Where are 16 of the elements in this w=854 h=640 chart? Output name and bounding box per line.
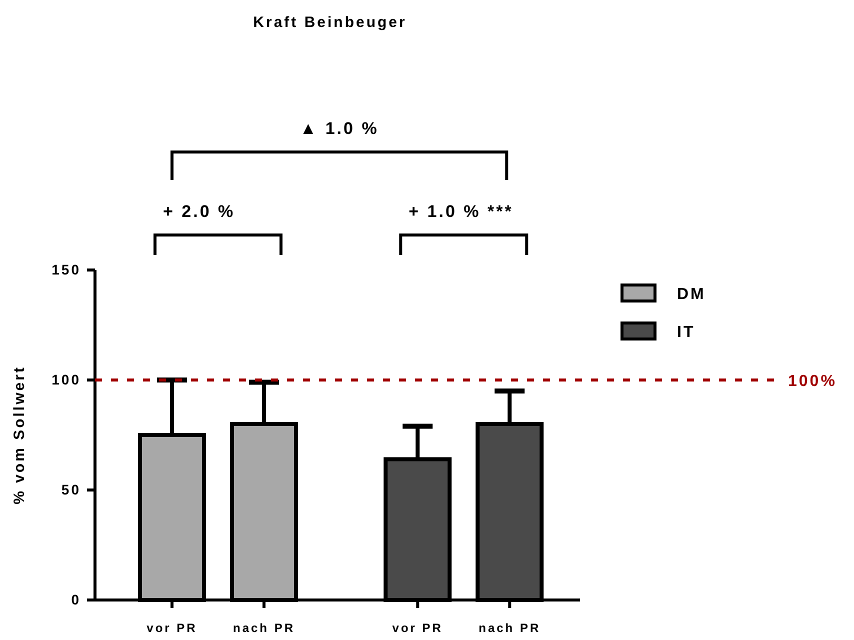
y-tick-label: 100 bbox=[52, 371, 81, 388]
y-axis-title: % vom Sollwert bbox=[11, 366, 28, 504]
legend-label: IT bbox=[677, 324, 696, 341]
text: + 1.0 % *** bbox=[408, 202, 514, 221]
text: + 2.0 % bbox=[163, 202, 236, 221]
x-tick-label: vor PR bbox=[146, 621, 198, 635]
y-tick-label: 50 bbox=[61, 481, 81, 498]
x-tick-label: nach PR bbox=[232, 621, 296, 635]
y-tick-label: 150 bbox=[52, 261, 81, 278]
x-tick-label: nach PR bbox=[478, 621, 541, 635]
legend-label: DM bbox=[677, 286, 706, 303]
x-tick-label: vor PR bbox=[392, 621, 443, 635]
text: ▲ 1.0 % bbox=[300, 119, 379, 138]
y-tick-label: 0 bbox=[71, 591, 81, 608]
ref-line-label: 100% bbox=[788, 373, 837, 390]
chart-title: Kraft Beinbeuger bbox=[253, 14, 407, 31]
